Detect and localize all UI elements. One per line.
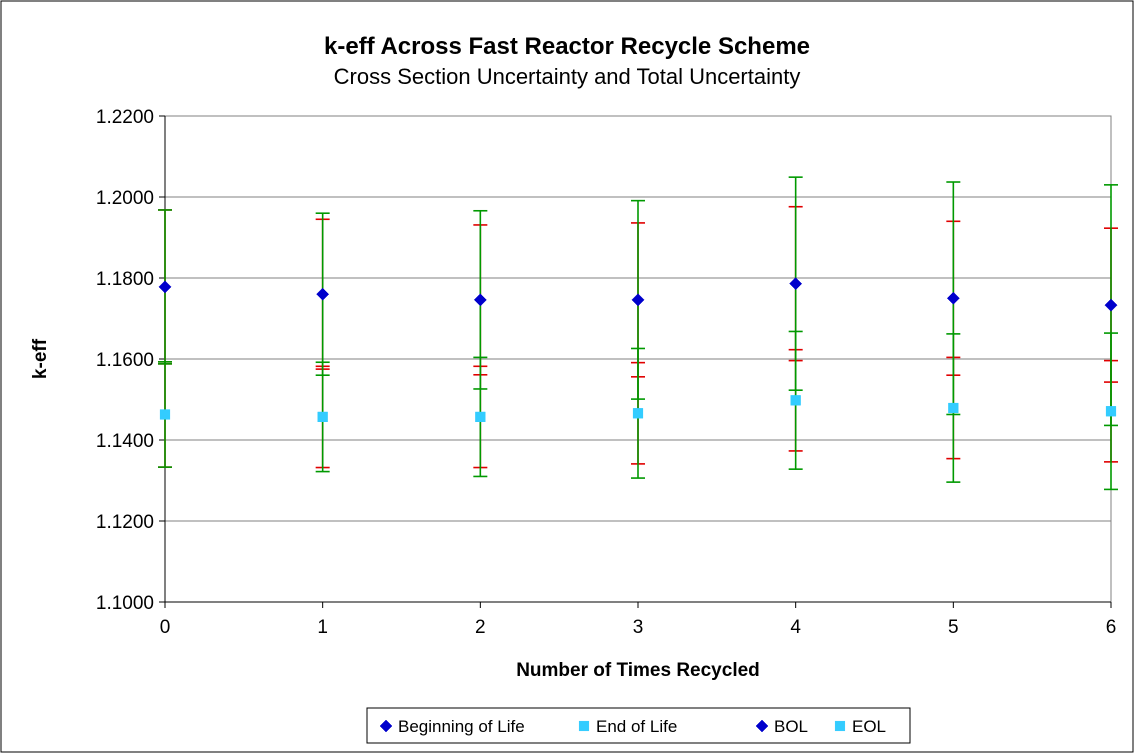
y-tick-label: 1.1600 [96, 350, 154, 371]
data-point [789, 277, 803, 291]
data-point [946, 291, 960, 305]
y-tick-label: 1.2200 [96, 107, 154, 128]
y-tick-label: 1.2000 [96, 188, 154, 209]
data-point [1104, 298, 1118, 312]
y-tick-label: 1.1000 [96, 593, 154, 614]
x-tick-label: 2 [475, 617, 486, 638]
data-point [159, 409, 171, 420]
data-point [631, 293, 645, 307]
data-point [158, 280, 172, 294]
x-tick-label: 0 [160, 617, 171, 638]
x-tick-label: 5 [948, 617, 959, 638]
legend-label: EOL [852, 717, 886, 736]
data-point [316, 287, 330, 301]
data-point [1105, 406, 1117, 417]
x-tick-label: 6 [1106, 617, 1117, 638]
x-tick-label: 1 [317, 617, 328, 638]
data-point [790, 395, 801, 406]
legend-label: End of Life [596, 717, 677, 736]
data-point [948, 402, 959, 414]
legend-box [366, 707, 911, 744]
x-tick-label: 4 [790, 617, 801, 638]
legend-label: BOL [774, 717, 808, 736]
y-tick-label: 1.1200 [96, 512, 154, 533]
legend-marker [379, 719, 393, 733]
y-tick-label: 1.1800 [96, 269, 154, 290]
y-tick-labels: 1.1000 1.1200 1.1400 1.1600 1.1800 1.2000 1.22… [96, 107, 154, 614]
error-bars [158, 176, 1118, 491]
y-axis-title: k-eff [30, 338, 51, 379]
x-axis-title: Number of Times Recycled [516, 660, 760, 681]
data-point [475, 411, 486, 422]
chart-title: k-eff Across Fast Reactor Recycle Scheme [324, 33, 810, 60]
legend-marker [755, 719, 769, 733]
data-point [632, 408, 644, 419]
legend: Beginning of Life End of Life BOL EOL [366, 707, 911, 744]
chart-subtitle: Cross Section Uncertainty and Total Unce… [334, 64, 801, 89]
data-point [473, 293, 487, 307]
legend-marker [578, 720, 590, 732]
x-tick-label: 3 [633, 617, 644, 638]
legend-label: Beginning of Life [398, 717, 525, 736]
x-tick-labels: 0 1 2 3 4 5 6 [160, 617, 1117, 638]
legend-marker [834, 720, 846, 732]
data-point [317, 411, 328, 422]
y-tick-label: 1.1400 [96, 431, 154, 452]
data-markers [158, 277, 1118, 422]
